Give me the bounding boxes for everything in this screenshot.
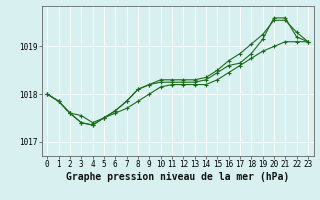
X-axis label: Graphe pression niveau de la mer (hPa): Graphe pression niveau de la mer (hPa)	[66, 172, 289, 182]
